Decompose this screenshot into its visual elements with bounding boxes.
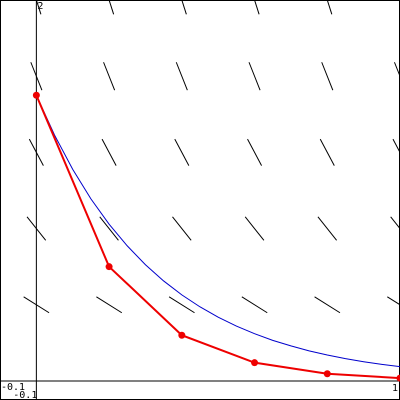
slope-segment xyxy=(393,62,400,78)
x-tick-label: -0.1 xyxy=(1,382,25,393)
y-tick-label: 2 xyxy=(37,1,43,12)
slope-segment xyxy=(326,0,333,15)
point xyxy=(32,91,40,99)
point xyxy=(396,374,400,382)
slope-segment xyxy=(319,138,335,166)
slope-segment xyxy=(247,138,263,166)
slope-segment xyxy=(244,216,265,241)
slope-segment xyxy=(387,296,400,306)
slope-segment xyxy=(254,0,260,15)
slope-segment xyxy=(168,296,195,314)
slope-segment xyxy=(96,296,123,314)
slope-segment xyxy=(101,138,117,166)
x-tick-label: 1 xyxy=(392,383,398,394)
slope-segment xyxy=(321,62,334,91)
point xyxy=(178,331,186,339)
slope-segment xyxy=(248,62,261,91)
solution-line xyxy=(35,95,400,368)
point xyxy=(323,370,331,378)
slope-segment xyxy=(23,296,50,314)
slope-segment xyxy=(174,138,190,166)
slope-segment xyxy=(99,216,119,241)
slope-segment xyxy=(30,62,43,91)
slope-segment xyxy=(35,0,42,15)
slope-segment xyxy=(241,296,268,314)
slope-segment xyxy=(181,0,187,15)
y-tick-label: -0.1 xyxy=(13,390,37,400)
slope-segment xyxy=(172,216,192,241)
slope-segment xyxy=(108,0,115,15)
slope-segment xyxy=(390,216,400,230)
slope-segment xyxy=(28,138,44,166)
slope-segment xyxy=(175,62,188,91)
slope-segment xyxy=(314,296,341,314)
point xyxy=(105,263,113,271)
slope-segment xyxy=(26,216,47,241)
point xyxy=(251,359,259,367)
slope-segment xyxy=(392,138,400,154)
slope-segment xyxy=(317,216,338,241)
solution-line xyxy=(35,94,400,380)
slope-segment xyxy=(103,62,116,91)
